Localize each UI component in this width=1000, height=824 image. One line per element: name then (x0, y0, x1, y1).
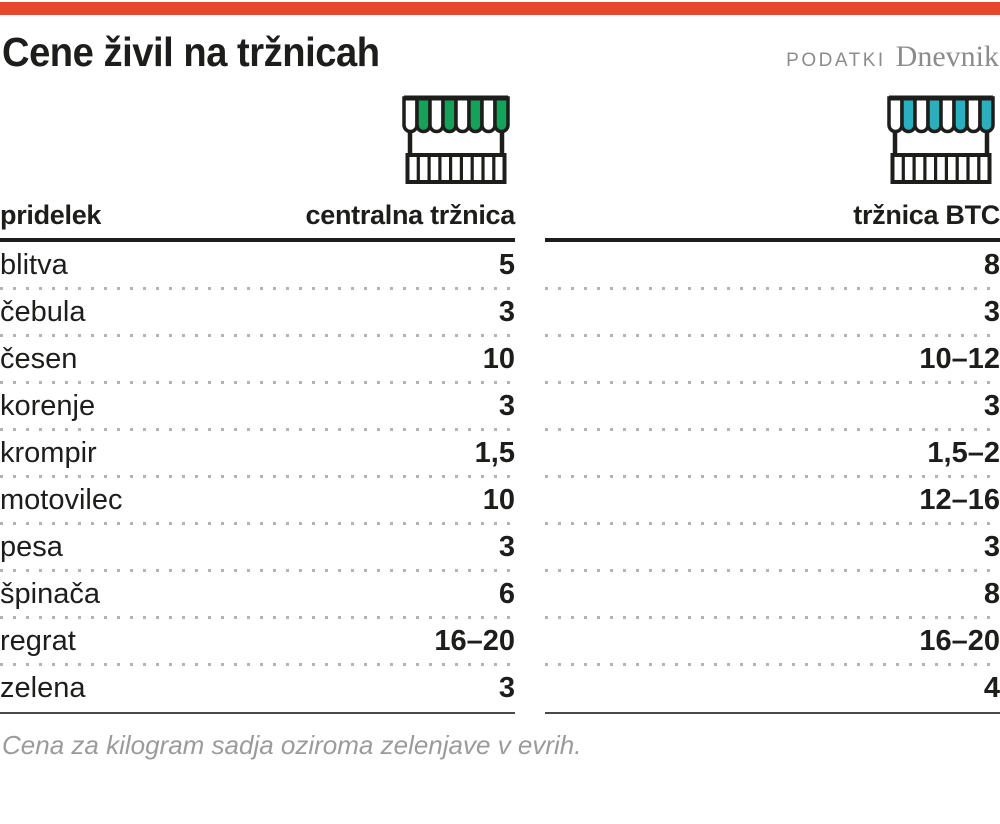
price-value: 16–20 (919, 625, 1000, 657)
price-value: 3 (983, 531, 1000, 563)
price-value: 3 (498, 672, 515, 704)
accent-bar (0, 2, 1000, 15)
table-btc-market: tržnica BTC 8 3 10–12 3 1,5–2 12–16 3 8 … (545, 90, 1000, 714)
price-value: 3 (498, 296, 515, 328)
table-row: česen 10 (0, 336, 515, 384)
price-value: 10–12 (919, 343, 1000, 375)
table-row: krompir 1,5 (0, 430, 515, 478)
market-stall-teal-icon (887, 95, 995, 184)
table-central-market: pridelek centralna tržnica blitva 5 čebul… (0, 90, 515, 714)
produce-label: pesa (0, 531, 63, 563)
produce-column-header: pridelek (0, 200, 102, 230)
price-value: 3 (983, 296, 1000, 328)
footnote: Cena za kilogram sadja oziroma zelenjave… (2, 730, 582, 760)
table-body-central: blitva 5 čebula 3 česen 10 korenje 3 krompir… (0, 242, 515, 714)
produce-label: blitva (0, 249, 68, 281)
table-row: 1,5–2 (545, 430, 1000, 478)
central-market-column-header: centralna tržnica (305, 200, 516, 230)
produce-label: krompir (0, 437, 97, 469)
price-value: 4 (983, 672, 1000, 704)
price-value: 6 (498, 578, 515, 610)
table-row: zelena 3 (0, 665, 515, 712)
market-stall-green-icon (402, 95, 510, 184)
masthead: Cene živil na tržnicah PODATKI Dnevnik (0, 15, 1000, 76)
table-row: 3 (545, 289, 1000, 337)
table-row: blitva 5 (0, 242, 515, 290)
market-stall-green-icon-wrap (400, 94, 512, 186)
source-label: PODATKI (786, 50, 886, 71)
price-value: 3 (498, 531, 515, 563)
table-row: 12–16 (545, 477, 1000, 525)
produce-label: zelena (0, 672, 86, 704)
table-body-btc: 8 3 10–12 3 1,5–2 12–16 3 8 16–20 4 (545, 242, 1000, 714)
table-row: motovilec 10 (0, 477, 515, 525)
page-title: Cene živil na tržnicah (2, 29, 380, 75)
price-value: 10 (482, 343, 515, 375)
produce-label: špinača (0, 578, 100, 610)
table-row: regrat 16–20 (0, 618, 515, 666)
attribution: PODATKI Dnevnik (786, 40, 1000, 74)
price-value: 10 (482, 484, 515, 516)
table-row: 3 (545, 524, 1000, 572)
table-row: 8 (545, 571, 1000, 619)
table-row: pesa 3 (0, 524, 515, 572)
source-brand-logo: Dnevnik (895, 40, 999, 73)
produce-label: motovilec (0, 484, 123, 516)
produce-label: regrat (0, 625, 76, 657)
produce-label: čebula (0, 296, 86, 328)
table-row: špinača 6 (0, 571, 515, 619)
price-value: 16–20 (434, 625, 515, 657)
table-row: 8 (545, 242, 1000, 290)
price-value: 3 (983, 390, 1000, 422)
price-value: 8 (983, 578, 1000, 610)
table-row: 4 (545, 665, 1000, 712)
market-stall-teal-icon-wrap (885, 94, 997, 186)
table-row: čebula 3 (0, 289, 515, 337)
price-tables: pridelek centralna tržnica blitva 5 čebul… (0, 90, 1000, 714)
table-row: 16–20 (545, 618, 1000, 666)
table-row: korenje 3 (0, 383, 515, 431)
price-value: 3 (498, 390, 515, 422)
table-row: 10–12 (545, 336, 1000, 384)
price-value: 12–16 (919, 484, 1000, 516)
table-header-central: pridelek centralna tržnica (0, 200, 515, 242)
price-value: 8 (983, 249, 1000, 281)
table-row: 3 (545, 383, 1000, 431)
price-value: 5 (498, 249, 515, 281)
produce-label: česen (0, 343, 78, 375)
table-header-btc: tržnica BTC (545, 200, 1000, 242)
price-value: 1,5–2 (927, 437, 1000, 469)
btc-market-column-header: tržnica BTC (853, 200, 1000, 230)
produce-label: korenje (0, 390, 96, 422)
price-value: 1,5 (474, 437, 515, 469)
